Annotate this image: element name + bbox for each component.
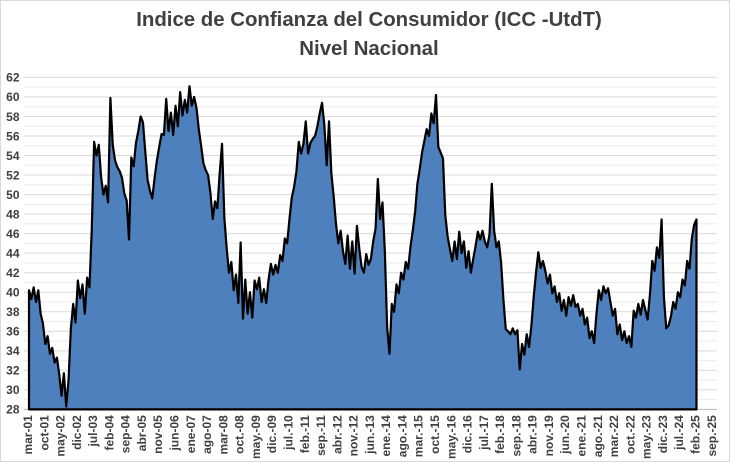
svg-text:dic.-16: dic.-16 xyxy=(461,415,475,453)
svg-text:oct.-08: oct.-08 xyxy=(233,415,247,454)
svg-text:56: 56 xyxy=(6,129,20,143)
svg-text:dic-02: dic-02 xyxy=(70,415,84,450)
svg-text:feb.-18: feb.-18 xyxy=(493,415,507,454)
svg-text:54: 54 xyxy=(6,149,20,163)
svg-text:ago.-14: ago.-14 xyxy=(395,415,409,457)
svg-text:abr-05: abr-05 xyxy=(135,415,149,451)
svg-text:jul-03: jul-03 xyxy=(86,415,100,448)
svg-text:ene.-21: ene.-21 xyxy=(575,415,589,457)
svg-text:oct-01: oct-01 xyxy=(37,415,51,451)
svg-text:mar.-22: mar.-22 xyxy=(607,415,621,457)
svg-text:oct.-22: oct.-22 xyxy=(623,415,637,454)
svg-text:mar-01: mar-01 xyxy=(21,415,35,455)
svg-text:nov-05: nov-05 xyxy=(151,415,165,454)
svg-text:may-02: may-02 xyxy=(54,415,68,457)
svg-text:52: 52 xyxy=(6,168,20,182)
svg-text:sep.-11: sep.-11 xyxy=(314,415,328,456)
svg-text:abr.-19: abr.-19 xyxy=(526,415,540,454)
svg-text:50: 50 xyxy=(6,188,20,202)
svg-text:jun.-13: jun.-13 xyxy=(363,415,377,455)
svg-text:30: 30 xyxy=(6,383,20,397)
svg-text:may.-09: may.-09 xyxy=(249,415,263,459)
svg-text:42: 42 xyxy=(6,266,20,280)
svg-text:40: 40 xyxy=(6,286,20,300)
svg-text:abr.-12: abr.-12 xyxy=(330,415,344,454)
svg-text:dic.-23: dic.-23 xyxy=(656,415,670,453)
svg-text:nov.-12: nov.-12 xyxy=(347,415,361,456)
svg-text:34: 34 xyxy=(6,344,20,358)
svg-text:32: 32 xyxy=(6,364,20,378)
svg-text:48: 48 xyxy=(6,207,20,221)
svg-text:dic.-09: dic.-09 xyxy=(265,415,279,453)
svg-text:feb.-25: feb.-25 xyxy=(688,415,702,454)
svg-text:sep.-25: sep.-25 xyxy=(705,415,719,457)
svg-text:may.-23: may.-23 xyxy=(640,415,654,459)
svg-text:ago-07: ago-07 xyxy=(200,415,214,454)
svg-text:ago.-21: ago.-21 xyxy=(591,415,605,457)
svg-text:sep-04: sep-04 xyxy=(119,415,133,453)
svg-text:ene.-14: ene.-14 xyxy=(379,415,393,457)
svg-text:mar.-15: mar.-15 xyxy=(412,415,426,457)
svg-text:sep.-18: sep.-18 xyxy=(509,415,523,457)
svg-text:44: 44 xyxy=(6,246,20,260)
svg-text:oct.-15: oct.-15 xyxy=(428,415,442,454)
svg-text:60: 60 xyxy=(6,90,20,104)
svg-text:jul.-10: jul.-10 xyxy=(281,415,295,451)
svg-text:38: 38 xyxy=(6,305,20,319)
svg-text:58: 58 xyxy=(6,110,20,124)
svg-text:jun.-20: jun.-20 xyxy=(558,415,572,455)
svg-text:jul.-17: jul.-17 xyxy=(477,415,491,451)
svg-text:28: 28 xyxy=(6,403,20,417)
svg-text:jun-06: jun-06 xyxy=(168,415,182,452)
svg-text:feb-04: feb-04 xyxy=(102,415,116,451)
svg-text:jul.-24: jul.-24 xyxy=(672,415,686,451)
svg-text:feb.-11: feb.-11 xyxy=(298,415,312,453)
svg-text:62: 62 xyxy=(6,71,20,85)
svg-text:nov.-19: nov.-19 xyxy=(542,415,556,456)
svg-text:may.-16: may.-16 xyxy=(444,415,458,459)
svg-text:ene-07: ene-07 xyxy=(184,415,198,453)
svg-text:mar-08: mar-08 xyxy=(216,415,230,455)
svg-text:46: 46 xyxy=(6,227,20,241)
svg-text:36: 36 xyxy=(6,325,20,339)
